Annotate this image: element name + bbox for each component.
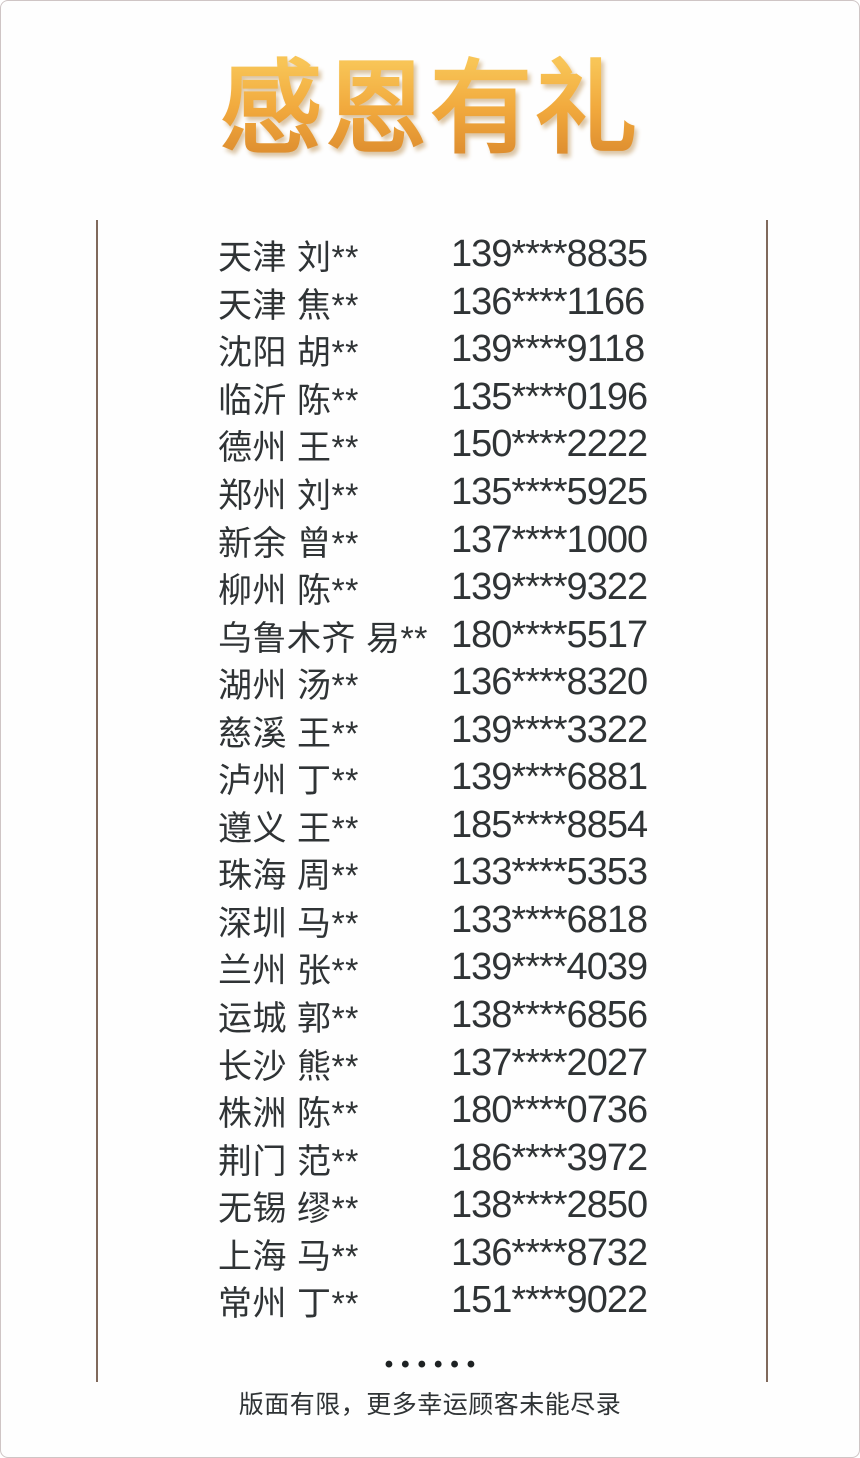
list-item: 新余 曾** 137****1000 (218, 516, 650, 564)
winner-phone: 137****1000 (451, 518, 648, 561)
list-item: 荆门 范** 186****3972 (218, 1134, 650, 1182)
right-divider-line (766, 220, 768, 1382)
winner-name: 泸州 丁** (218, 762, 359, 801)
list-item: 乌鲁木齐 易** 180****5517 (218, 611, 650, 659)
winner-phone: 135****5925 (451, 471, 648, 513)
winner-phone: 139****6881 (451, 756, 648, 799)
winner-name: 新余 曾** (218, 524, 359, 563)
page-title: 感恩有礼 (1, 53, 859, 165)
list-item: 柳州 陈** 139****9322 (218, 564, 650, 612)
winner-phone: 133****6818 (451, 898, 648, 941)
winner-name: 运城 郭** (218, 1000, 359, 1039)
winner-name: 上海 马** (218, 1237, 359, 1276)
list-item: 天津 焦** 136****1166 (218, 279, 650, 327)
list-item: 上海 马** 136****8732 (218, 1229, 650, 1277)
winner-name: 株洲 陈** (218, 1095, 359, 1134)
winner-name: 荆门 范** (218, 1142, 359, 1181)
list-item: 郑州 刘** 135****5925 (218, 469, 650, 517)
winner-name: 长沙 熊** (218, 1047, 359, 1086)
list-item: 临沂 陈** 135****0196 (218, 374, 650, 422)
winner-phone: 180****0736 (451, 1089, 648, 1132)
winner-name: 兰州 张** (218, 952, 359, 991)
ellipsis-dots: •••••• (384, 1351, 484, 1378)
winner-name: 乌鲁木齐 易** (218, 619, 428, 658)
winner-name: 天津 刘** (218, 239, 359, 278)
winner-phone: 139****4039 (451, 946, 648, 989)
winner-phone: 138****6856 (451, 994, 648, 1037)
winner-phone: 137****2027 (451, 1041, 648, 1084)
list-item: 兰州 张** 139****4039 (218, 944, 650, 992)
winner-name: 天津 焦** (218, 286, 359, 325)
footer-note: 版面有限，更多幸运顾客未能尽录 (238, 1391, 622, 1419)
winner-name: 珠海 周** (218, 857, 359, 896)
winner-name: 郑州 刘** (218, 477, 359, 516)
winner-name: 湖州 汤** (218, 667, 359, 706)
list-item: 珠海 周** 133****5353 (218, 849, 650, 897)
winner-phone: 186****3972 (451, 1136, 648, 1179)
winner-name: 慈溪 王** (218, 714, 359, 753)
winner-name: 深圳 马** (218, 904, 359, 943)
list-item: 德州 王** 150****2222 (218, 421, 650, 469)
winner-name: 沈阳 胡** (218, 334, 359, 373)
winner-phone: 150****2222 (451, 423, 648, 466)
winner-name: 柳州 陈** (218, 572, 359, 611)
winner-name: 常州 丁** (218, 1285, 359, 1324)
list-item: 慈溪 王** 139****3322 (218, 706, 650, 754)
winner-phone: 185****8854 (451, 803, 648, 846)
list-item: 湖州 汤** 136****8320 (218, 659, 650, 707)
list-item: 常州 丁** 151****9022 (218, 1277, 650, 1325)
list-item: 天津 刘** 139****8835 (218, 231, 650, 279)
list-item: 泸州 丁** 139****6881 (218, 754, 650, 802)
winners-list: 天津 刘** 139****8835 天津 焦** 136****1166 沈阳… (218, 231, 650, 1325)
winner-phone: 139****3322 (451, 708, 648, 751)
winner-phone: 151****9022 (451, 1279, 648, 1322)
winner-name: 无锡 缪** (218, 1190, 359, 1229)
left-divider-line (96, 220, 98, 1382)
winner-phone: 135****0196 (451, 375, 648, 418)
winner-phone: 139****9118 (451, 328, 645, 371)
list-item: 无锡 缪** 138****2850 (218, 1182, 650, 1230)
winner-phone: 133****5353 (451, 851, 648, 894)
list-item: 深圳 马** 133****6818 (218, 897, 650, 945)
winner-phone: 180****5517 (451, 613, 648, 656)
winner-phone: 138****2850 (451, 1184, 648, 1227)
winner-phone: 136****1166 (451, 280, 645, 323)
list-item: 长沙 熊** 137****2027 (218, 1039, 650, 1087)
list-item: 遵义 王** 185****8854 (218, 802, 650, 850)
list-item: 运城 郭** 138****6856 (218, 992, 650, 1040)
winner-phone: 136****8732 (451, 1231, 648, 1274)
winner-name: 德州 王** (218, 429, 359, 468)
winner-phone: 139****9322 (451, 566, 648, 609)
winner-phone: 139****8835 (451, 233, 648, 276)
winner-phone: 136****8320 (451, 661, 648, 704)
winner-name: 遵义 王** (218, 809, 359, 848)
list-item: 株洲 陈** 180****0736 (218, 1087, 650, 1135)
list-item: 沈阳 胡** 139****9118 (218, 326, 650, 374)
winner-name: 临沂 陈** (218, 381, 359, 420)
